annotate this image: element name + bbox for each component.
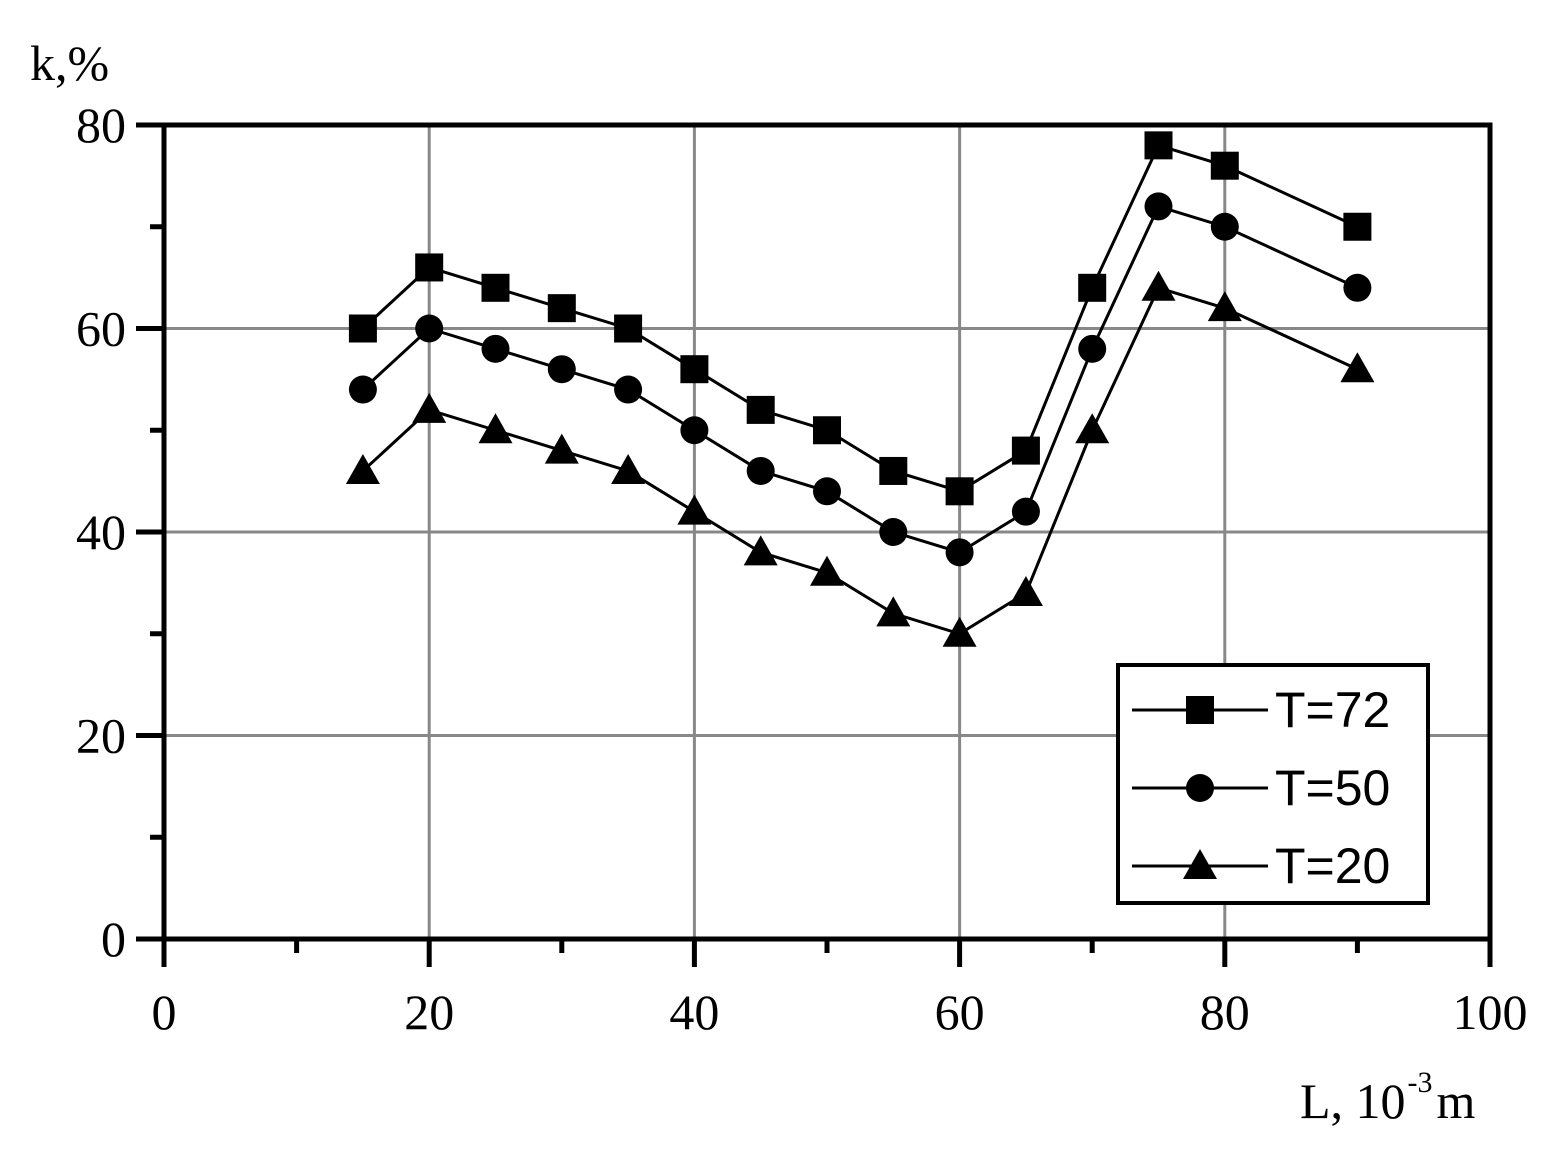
legend-item-T=20: T=20 (1132, 838, 1390, 894)
data-point-square (614, 314, 643, 343)
data-point-triangle (876, 596, 911, 627)
legend-marker-triangle (1183, 849, 1217, 879)
x-tick-label: 0 (152, 984, 177, 1040)
x-tick-label: 60 (935, 984, 985, 1040)
data-point-square (1210, 151, 1239, 180)
data-point-square (1011, 436, 1040, 465)
legend-marker-circle (1186, 774, 1214, 802)
plot-frame (161, 122, 1493, 942)
x-axis-label-main: L, 10 (1300, 1073, 1406, 1129)
data-point-circle (547, 355, 576, 384)
data-point-square (481, 273, 510, 302)
data-point-triangle (1340, 352, 1375, 383)
data-point-circle (481, 334, 510, 363)
x-tick-label: 80 (1200, 984, 1250, 1040)
data-point-triangle (478, 413, 513, 444)
grid-lines (164, 125, 1490, 939)
data-point-triangle (942, 616, 977, 647)
data-point-square (415, 253, 444, 282)
data-point-triangle (1008, 576, 1043, 607)
data-point-square (813, 416, 841, 445)
data-point-triangle (544, 433, 579, 464)
data-point-circle (1011, 497, 1040, 526)
y-tick-label: 60 (76, 301, 126, 357)
legend-label: T=20 (1275, 838, 1390, 894)
y-tick-label: 0 (101, 911, 126, 967)
data-point-circle (746, 456, 775, 485)
data-point-triangle (611, 453, 646, 484)
legend-item-T=72: T=72 (1132, 682, 1390, 738)
data-point-circle (680, 416, 709, 445)
series-T=50 (348, 192, 1372, 567)
data-point-square (1078, 273, 1107, 302)
data-point-triangle (1207, 291, 1242, 322)
series-group (345, 131, 1375, 647)
data-point-circle (879, 518, 908, 546)
legend: T=72 T=50 T=20 (1116, 663, 1430, 905)
x-axis-label-unit: m (1437, 1073, 1476, 1129)
tick-labels: 0 20 40 60 80 100 0 20 40 60 80 (76, 97, 1528, 1040)
data-point-circle (1144, 192, 1173, 221)
data-point-circle (1210, 212, 1239, 241)
legend-item-T=50: T=50 (1132, 760, 1390, 816)
legend-marker-square (1186, 696, 1214, 724)
data-point-square (680, 355, 709, 384)
y-axis-label: k,% (30, 35, 109, 91)
x-tick-label: 100 (1453, 984, 1528, 1040)
axis-ticks (136, 122, 1493, 967)
data-point-circle (1343, 273, 1372, 302)
data-point-triangle (810, 555, 844, 586)
series-T=72 (348, 131, 1372, 506)
data-point-square (879, 456, 908, 485)
legend-box (1116, 663, 1430, 905)
x-axis-label: L, 10-3m (1300, 1066, 1476, 1129)
y-tick-label: 80 (76, 97, 126, 153)
data-point-circle (348, 375, 377, 404)
data-point-circle (614, 375, 643, 404)
series-line-T=50 (361, 204, 1359, 554)
data-point-circle (1078, 334, 1107, 363)
legend-label: T=72 (1275, 682, 1390, 738)
data-point-triangle (677, 494, 712, 525)
data-point-square (746, 395, 775, 424)
data-point-circle (813, 477, 841, 506)
data-point-triangle (345, 453, 380, 484)
data-point-square (1144, 131, 1173, 160)
data-point-triangle (412, 392, 447, 423)
series-T=20 (345, 270, 1375, 647)
data-point-square (945, 477, 974, 506)
data-point-triangle (743, 535, 778, 566)
data-point-circle (415, 314, 444, 343)
series-line-T=20 (361, 285, 1359, 636)
data-point-square (547, 294, 576, 323)
data-point-square (1343, 212, 1372, 241)
x-axis-label-exponent: -3 (1408, 1066, 1433, 1099)
data-point-circle (945, 538, 974, 567)
x-tick-label: 40 (669, 984, 719, 1040)
data-point-square (348, 314, 377, 343)
y-tick-label: 40 (76, 504, 126, 560)
y-tick-label: 20 (76, 708, 126, 764)
legend-label: T=50 (1275, 760, 1390, 816)
data-point-triangle (1075, 413, 1110, 444)
data-point-triangle (1141, 270, 1176, 301)
x-tick-label: 20 (404, 984, 454, 1040)
series-line-T=72 (361, 143, 1359, 493)
